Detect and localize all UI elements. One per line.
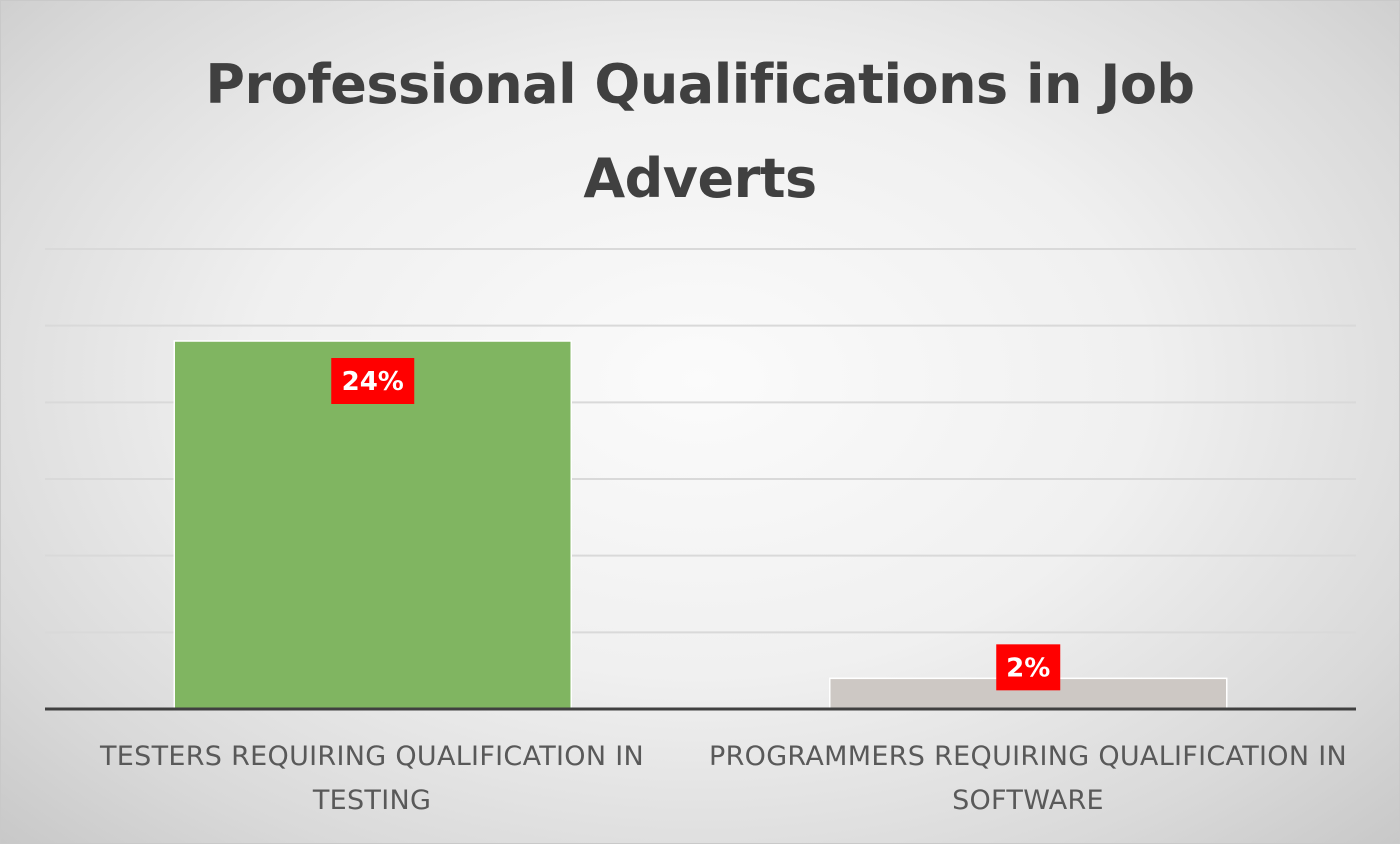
x-tick-label-programmers: PROGRAMMERS REQUIRING QUALIFICATION IN S… bbox=[709, 741, 1347, 816]
x-tick-label-testers: TESTERS REQUIRING QUALIFICATION IN TESTI… bbox=[99, 741, 644, 816]
data-labels: 24% 2% bbox=[331, 358, 1061, 691]
data-label-programmers: 2% bbox=[1006, 653, 1050, 683]
data-label-bg-testers bbox=[331, 358, 415, 404]
chart-title: Professional Qualifications in Job Adver… bbox=[205, 53, 1195, 210]
data-label-testers: 24% bbox=[342, 367, 404, 397]
data-label-bg-programmers bbox=[996, 644, 1061, 691]
